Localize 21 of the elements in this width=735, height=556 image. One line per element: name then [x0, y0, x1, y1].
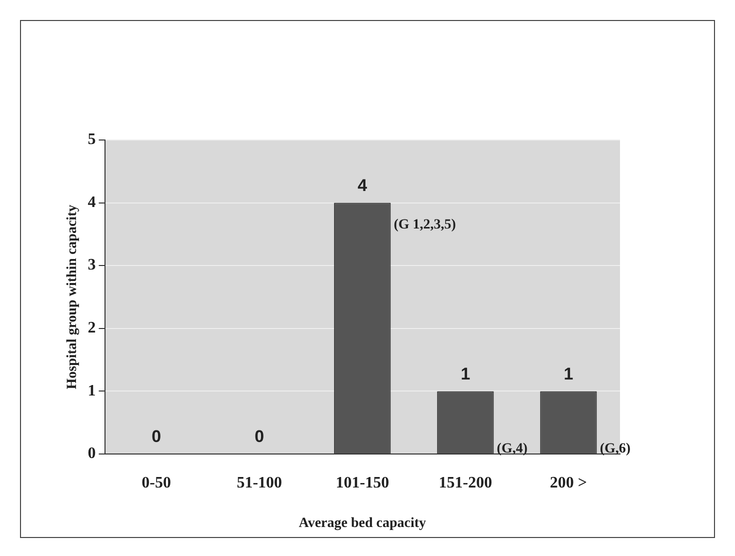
x-tick-label: 200 > — [550, 474, 588, 492]
x-axis-title: Average bed capacity — [298, 516, 426, 532]
y-tick-label: 0 — [88, 445, 96, 462]
x-tick-label: 151-200 — [438, 474, 492, 492]
y-axis-title: Hospital group within capacity — [65, 204, 80, 390]
data-label: 0 — [254, 427, 264, 446]
data-label: 4 — [358, 176, 368, 195]
y-tick-label: 1 — [88, 382, 96, 400]
data-label: 0 — [152, 427, 162, 446]
annotation: (G 1,2,3,5) — [394, 217, 456, 232]
y-tick-label: 4 — [88, 194, 96, 211]
annotation: (G,4) — [496, 442, 528, 457]
data-label: 1 — [460, 364, 470, 384]
y-tick-label: 2 — [88, 320, 96, 337]
annotation: (G,6) — [600, 442, 631, 457]
y-tick-label: 3 — [88, 256, 96, 274]
data-label: 1 — [564, 364, 574, 384]
x-tick-label: 0-50 — [142, 474, 171, 492]
y-tick-label: 5 — [88, 131, 96, 148]
x-tick-label: 101-150 — [336, 474, 390, 492]
x-tick-label: 51-100 — [236, 474, 282, 492]
